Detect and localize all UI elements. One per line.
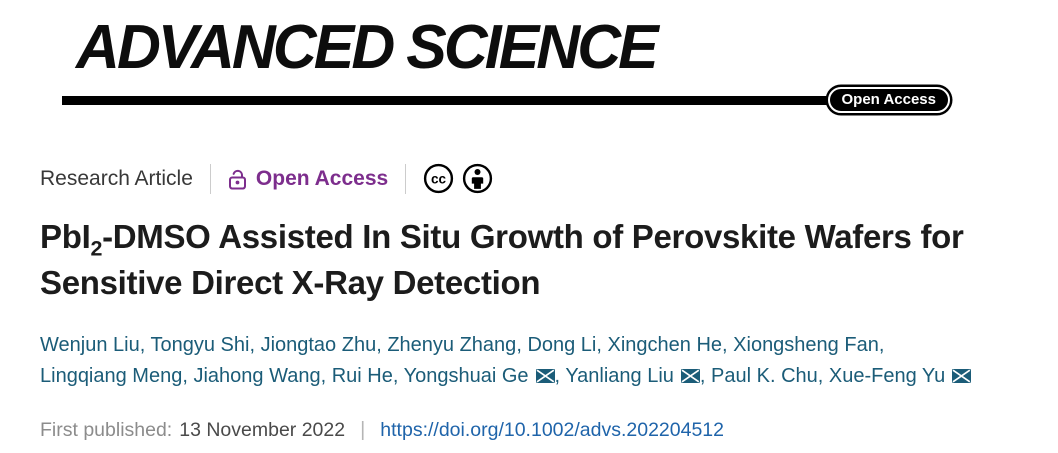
author-separator: , (722, 334, 734, 356)
author-link[interactable]: Xingchen He (607, 334, 723, 356)
author-separator: , (249, 334, 261, 356)
author-link[interactable]: Rui He (331, 365, 393, 387)
author-link[interactable]: Tongyu Shi (150, 334, 250, 356)
author-separator: , (320, 365, 332, 387)
open-lock-icon (228, 169, 246, 189)
author-separator: , (554, 365, 566, 387)
article-header-page: ADVANCED SCIENCE Open Access Research Ar… (0, 0, 1058, 442)
article-header-main: Research Article Open Access cc (0, 163, 1058, 442)
author-separator: , (878, 334, 885, 356)
first-published-label: First published: (40, 419, 173, 441)
masthead-rule-row: Open Access (62, 85, 950, 115)
open-access-badge: Open Access (827, 87, 950, 113)
svg-text:cc: cc (431, 171, 447, 186)
author-separator: , (139, 334, 151, 356)
author-link[interactable]: Yongshuai Ge (404, 365, 555, 387)
author-link[interactable]: Lingqiang Meng (40, 365, 183, 387)
envelope-icon[interactable] (680, 369, 700, 383)
journal-logo[interactable]: ADVANCED SCIENCE (76, 13, 659, 82)
author-link[interactable]: Paul K. Chu (711, 365, 818, 387)
author-link[interactable]: Dong Li (527, 334, 597, 356)
author-link[interactable]: Xue-Feng Yu (829, 365, 972, 387)
article-type-label: Research Article (40, 166, 193, 190)
author-separator: , (596, 334, 608, 356)
title-subscript: 2 (90, 236, 103, 261)
title-line1-rest: -DMSO Assisted In Situ Growth of Perovsk… (102, 218, 964, 255)
author-separator: , (182, 365, 194, 387)
envelope-icon[interactable] (535, 369, 555, 383)
author-link[interactable]: Jiongtao Zhu (260, 334, 377, 356)
author-link[interactable]: Xiongsheng Fan (733, 334, 879, 356)
journal-masthead: ADVANCED SCIENCE Open Access (0, 0, 950, 115)
author-list: Wenjun Liu, Tongyu Shi, Jiongtao Zhu, Zh… (40, 330, 1040, 392)
publication-info-row: First published: 13 November 2022 | http… (40, 419, 1058, 442)
cc-by-license[interactable]: cc (423, 163, 493, 194)
author-separator: , (392, 365, 404, 387)
publication-date: 13 November 2022 (179, 419, 346, 441)
author-separator: , (817, 365, 829, 387)
author-link[interactable]: Yanliang Liu (565, 365, 700, 387)
open-access-label: Open Access (255, 166, 389, 190)
author-separator: , (376, 334, 388, 356)
author-link[interactable]: Jiahong Wang (193, 365, 321, 387)
cc-icon: cc (424, 163, 454, 194)
article-title: PbI2-DMSO Assisted In Situ Growth of Per… (40, 214, 1030, 306)
cc-by-person-icon (463, 163, 493, 194)
envelope-icon[interactable] (952, 369, 972, 383)
author-link[interactable]: Wenjun Liu (40, 334, 140, 356)
doi-link[interactable]: https://doi.org/10.1002/advs.202204512 (380, 419, 724, 441)
article-meta-row: Research Article Open Access cc (40, 163, 1058, 194)
author-link[interactable]: Zhenyu Zhang (387, 334, 517, 356)
title-line2: Sensitive Direct X-Ray Detection (40, 264, 541, 301)
title-line1-pre: PbI (40, 218, 91, 255)
author-separator: , (699, 365, 712, 387)
vertical-divider: | (360, 419, 366, 441)
vertical-divider (209, 163, 211, 194)
author-separator: , (516, 334, 528, 356)
open-access-link[interactable]: Open Access (228, 167, 388, 191)
vertical-divider (405, 163, 407, 194)
masthead-rule-line (62, 95, 827, 105)
